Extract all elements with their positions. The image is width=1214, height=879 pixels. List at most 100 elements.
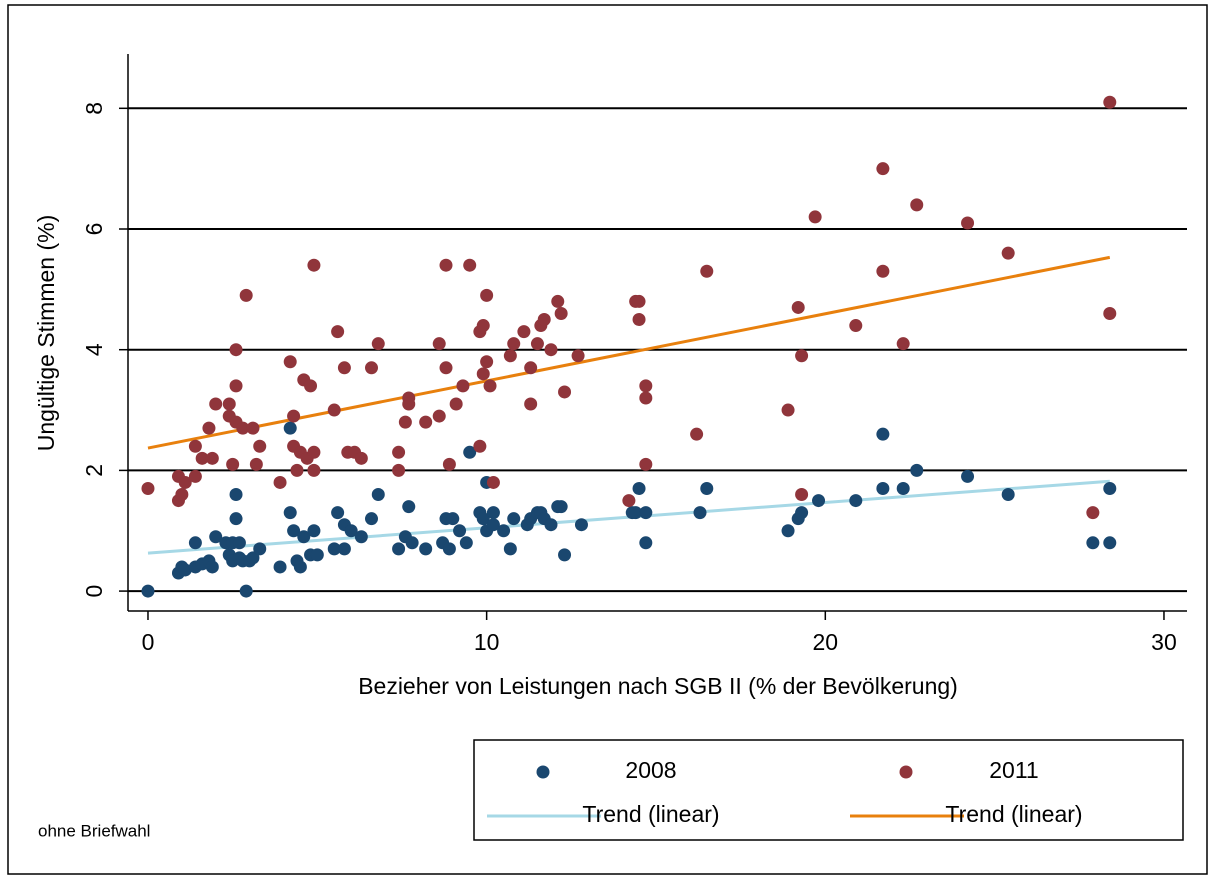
- point: [876, 427, 890, 441]
- point: [141, 584, 155, 598]
- point: [503, 349, 517, 363]
- point: [781, 403, 795, 417]
- y-tick-label: 0: [81, 585, 107, 598]
- point: [392, 542, 406, 556]
- point: [1086, 536, 1100, 550]
- point: [463, 258, 477, 272]
- point: [327, 542, 341, 556]
- point: [554, 306, 568, 320]
- point: [222, 397, 236, 411]
- point: [354, 451, 368, 465]
- point: [246, 551, 260, 565]
- point: [876, 264, 890, 278]
- legend-box: [473, 739, 1184, 841]
- point: [327, 403, 341, 417]
- point: [486, 475, 500, 489]
- point: [175, 488, 189, 502]
- point: [693, 506, 707, 520]
- point: [439, 361, 453, 375]
- point: [304, 379, 318, 393]
- point: [1103, 306, 1117, 320]
- note: ohne Briefwahl: [38, 821, 150, 840]
- point: [392, 445, 406, 459]
- point: [239, 288, 253, 302]
- point: [246, 421, 260, 435]
- point: [253, 542, 267, 556]
- point: [236, 421, 250, 435]
- frame: [7, 4, 1208, 875]
- point: [554, 500, 568, 514]
- point: [310, 548, 324, 562]
- point: [226, 457, 240, 471]
- point: [849, 494, 863, 508]
- point: [432, 409, 446, 423]
- point: [483, 379, 497, 393]
- point: [273, 475, 287, 489]
- point: [287, 409, 301, 423]
- point: [910, 198, 924, 212]
- point: [896, 481, 910, 495]
- point: [453, 524, 467, 538]
- point: [632, 481, 646, 495]
- point: [432, 337, 446, 351]
- point: [812, 494, 826, 508]
- point: [876, 162, 890, 176]
- point: [551, 294, 565, 308]
- point: [290, 463, 304, 477]
- x-tick-label: 0: [142, 629, 155, 655]
- point: [690, 427, 704, 441]
- point: [402, 397, 416, 411]
- point: [537, 313, 551, 327]
- point: [141, 481, 155, 495]
- point: [239, 584, 253, 598]
- point: [205, 560, 219, 574]
- point: [571, 349, 585, 363]
- point: [178, 563, 192, 577]
- point: [622, 494, 636, 508]
- legend-marker: [899, 765, 913, 779]
- point: [402, 500, 416, 514]
- point: [405, 536, 419, 550]
- legend-label: 2011: [989, 757, 1038, 783]
- point: [544, 343, 558, 357]
- point: [639, 506, 653, 520]
- point: [639, 391, 653, 405]
- point: [1001, 246, 1015, 260]
- point: [558, 385, 572, 399]
- point: [449, 397, 463, 411]
- point: [558, 548, 572, 562]
- point: [497, 524, 511, 538]
- point: [910, 463, 924, 477]
- point: [364, 361, 378, 375]
- point: [1086, 506, 1100, 520]
- x-axis-title: Bezieher von Leistungen nach SGB II (% d…: [358, 673, 958, 699]
- point: [398, 415, 412, 429]
- point: [876, 481, 890, 495]
- point: [476, 319, 490, 333]
- point: [283, 355, 297, 369]
- point: [639, 457, 653, 471]
- point: [419, 415, 433, 429]
- point: [442, 457, 456, 471]
- point: [808, 210, 822, 224]
- point: [195, 451, 209, 465]
- point: [209, 397, 223, 411]
- point: [530, 337, 544, 351]
- point: [1001, 488, 1015, 502]
- point: [486, 506, 500, 520]
- point: [795, 349, 809, 363]
- point: [480, 355, 494, 369]
- point: [202, 421, 216, 435]
- y-tick-label: 8: [81, 102, 107, 115]
- point: [188, 439, 202, 453]
- point: [209, 530, 223, 544]
- point: [419, 542, 433, 556]
- point: [337, 542, 351, 556]
- point: [446, 512, 460, 526]
- y-axis-title: Ungültige Stimmen (%): [33, 215, 59, 451]
- x-tick-label: 30: [1151, 629, 1177, 655]
- point: [229, 343, 243, 357]
- point: [544, 518, 558, 532]
- point: [896, 337, 910, 351]
